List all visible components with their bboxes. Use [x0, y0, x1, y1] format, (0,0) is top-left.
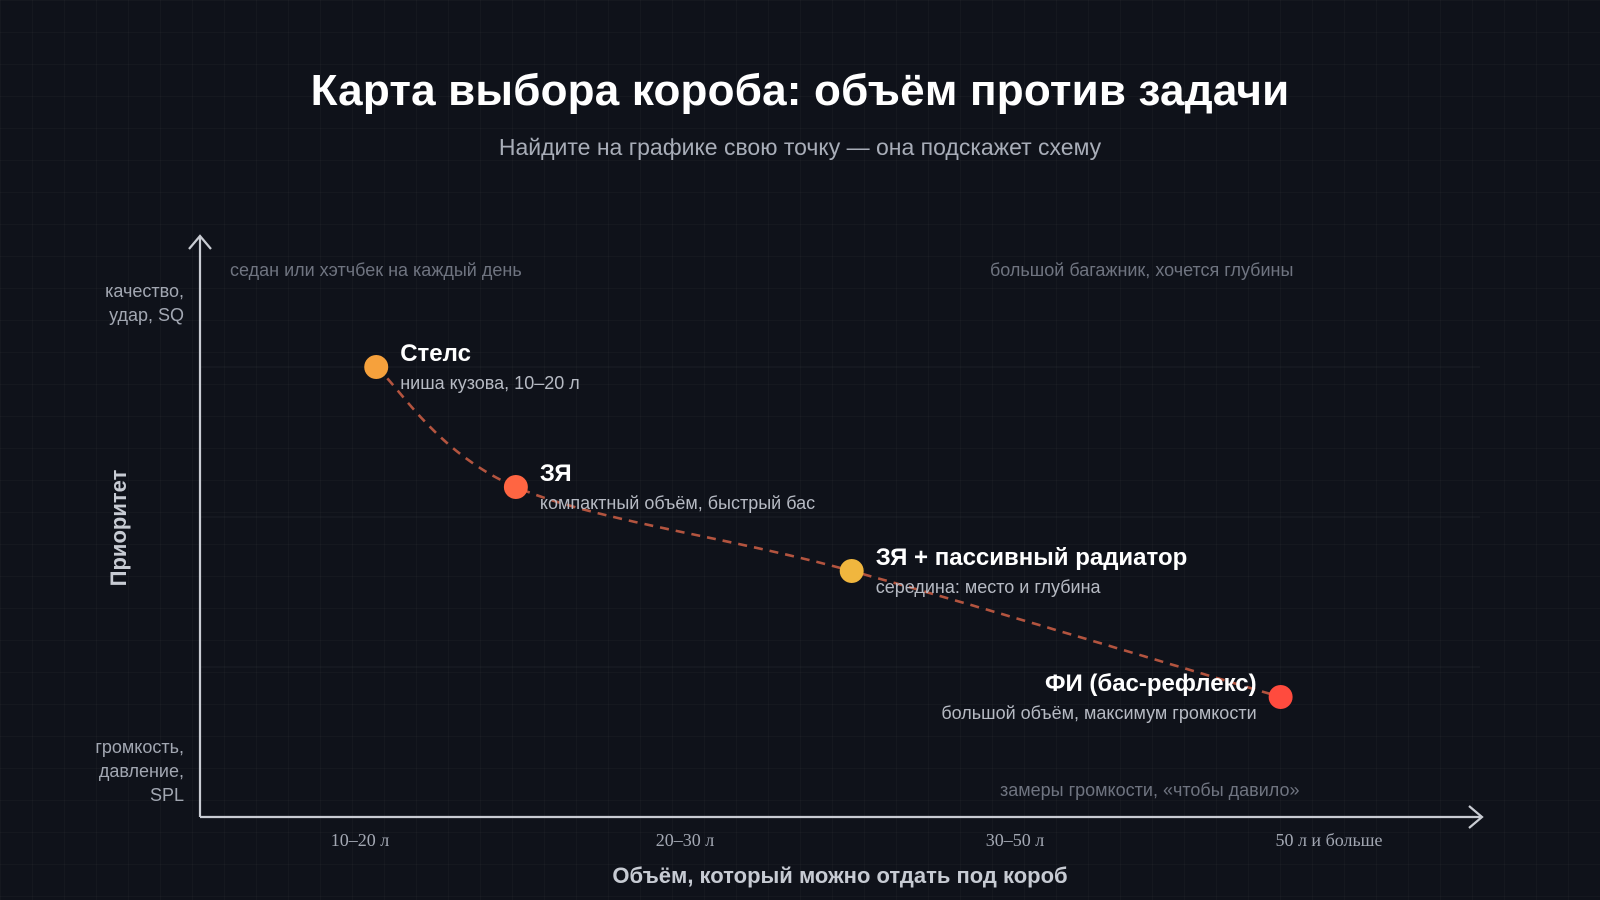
x-tick-label: 10–20 л — [331, 830, 390, 850]
data-point-desc: большой объём, максимум громкости — [941, 703, 1256, 723]
data-point: ФИ (бас-рефлекс) большой объём, максимум … — [941, 670, 1293, 723]
y-top-label: качество, удар, SQ — [105, 281, 184, 325]
corner-note-top-right: большой багажник, хочется глубины — [990, 260, 1293, 280]
data-point-name: ЗЯ — [540, 460, 572, 487]
x-axis-label: Объём, который можно отдать под короб — [612, 863, 1067, 888]
chart-subtitle: Найдите на графике свою точку — она подс… — [498, 134, 1102, 160]
y-axis-label: Приоритет — [106, 469, 131, 586]
y-axis-arrow — [188, 234, 212, 250]
data-point-desc: компактный объём, быстрый бас — [540, 493, 815, 513]
x-axis-arrow — [1468, 805, 1484, 829]
y-top-label-line: качество, — [105, 281, 184, 301]
corner-notes: седан или хэтчбек на каждый день большой… — [230, 260, 1300, 800]
data-point: Стелс ниша кузова, 10–20 л — [364, 340, 580, 393]
data-point-marker — [503, 475, 528, 499]
y-bottom-label-line: SPL — [150, 785, 184, 805]
data-point-marker — [364, 355, 389, 379]
trend-line — [375, 366, 1281, 699]
x-tick-labels: 10–20 л 20–30 л 30–50 л 50 л и больше — [331, 830, 1383, 850]
data-point-desc: середина: место и глубина — [876, 577, 1102, 597]
data-point-name: Стелс — [400, 340, 471, 367]
y-bottom-label-line: давление, — [99, 761, 184, 781]
data-point: ЗЯ + пассивный радиатор середина: место и… — [839, 544, 1188, 597]
data-point-name: ФИ (бас-рефлекс) — [1045, 670, 1257, 697]
data-point-marker — [839, 559, 864, 583]
data-point-desc: ниша кузова, 10–20 л — [400, 373, 580, 393]
x-tick-label: 50 л и больше — [1275, 830, 1382, 850]
data-point-name: ЗЯ + пассивный радиатор — [876, 544, 1188, 571]
axes — [188, 234, 1484, 829]
chart-title: Карта выбора короба: объём против задачи — [310, 66, 1290, 115]
corner-note-top-left: седан или хэтчбек на каждый день — [230, 260, 522, 280]
data-point-marker — [1268, 685, 1293, 709]
data-point: ЗЯ компактный объём, быстрый бас — [503, 460, 815, 513]
x-tick-label: 20–30 л — [656, 830, 715, 850]
grid-lines — [200, 366, 1480, 668]
data-points: Стелс ниша кузова, 10–20 л ЗЯ компактный об… — [364, 340, 1293, 723]
y-bottom-label: громкость, давление, SPL — [95, 737, 184, 805]
x-tick-label: 30–50 л — [986, 830, 1045, 850]
corner-note-bottom-right: замеры громкости, «чтобы давило» — [1000, 780, 1300, 800]
y-top-label-line: удар, SQ — [109, 305, 184, 325]
y-bottom-label-line: громкость, — [95, 737, 184, 757]
